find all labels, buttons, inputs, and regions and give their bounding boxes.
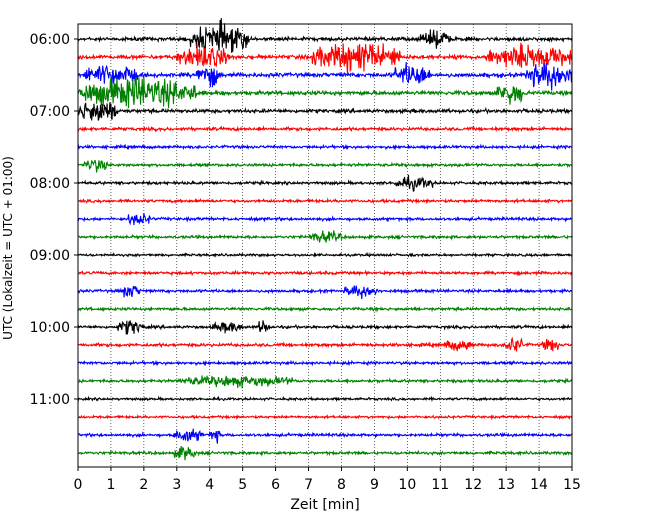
y-tick-labels: 06:00 07:00 08:00 09:00 10:00 11:00 [30, 32, 70, 408]
y-tick-label: 08:00 [30, 176, 70, 192]
x-tick-label: 14 [530, 477, 548, 493]
trace-0730 [77, 143, 573, 151]
x-tick-labels: 0 1 2 3 4 5 6 7 8 9 10 11 12 13 14 15 [74, 477, 581, 493]
x-tick-label: 1 [106, 477, 115, 493]
trace-1130 [77, 428, 573, 444]
x-tick-label: 12 [464, 477, 482, 493]
trace-0845 [77, 230, 573, 243]
y-tick-label: 11:00 [30, 392, 70, 408]
y-tick-label: 07:00 [30, 104, 70, 120]
trace-0630 [77, 62, 573, 91]
trace-1015 [77, 336, 573, 352]
trace-1100 [77, 395, 573, 403]
trace-0900 [77, 251, 573, 258]
y-axis-label: UTC (Lokalzeit = UTC + 01:00) [1, 156, 15, 340]
plot-frame [77, 23, 573, 468]
x-tick-label: 7 [304, 477, 313, 493]
x-tick-label: 10 [398, 477, 416, 493]
trace-0930 [77, 285, 573, 300]
trace-layer [77, 17, 573, 461]
trace-1115 [77, 413, 573, 421]
axes [74, 23, 573, 471]
trace-0945 [77, 305, 573, 313]
trace-0700 [77, 102, 573, 121]
x-tick-label: 0 [74, 477, 83, 493]
y-tick-label: 10:00 [30, 320, 70, 336]
trace-1145 [77, 445, 573, 461]
x-tick-label: 13 [497, 477, 515, 493]
trace-0715 [77, 125, 573, 133]
x-tick-label: 2 [139, 477, 148, 493]
trace-0600 [77, 17, 573, 53]
trace-0815 [77, 197, 573, 205]
x-tick-label: 9 [370, 477, 379, 493]
trace-1000 [77, 320, 573, 335]
trace-0915 [77, 269, 573, 277]
vertical-grid [110, 24, 540, 467]
trace-0745 [77, 160, 573, 173]
x-tick-label: 15 [563, 477, 581, 493]
x-tick-label: 6 [271, 477, 280, 493]
x-tick-label: 11 [431, 477, 449, 493]
trace-1045 [77, 375, 573, 389]
y-tick-label: 06:00 [30, 32, 70, 48]
trace-1030 [77, 359, 573, 367]
x-tick-label: 8 [337, 477, 346, 493]
trace-0615 [77, 42, 573, 75]
x-tick-label: 4 [205, 477, 214, 493]
trace-0800 [77, 174, 573, 193]
trace-0830 [77, 212, 573, 226]
y-tick-label: 09:00 [30, 248, 70, 264]
x-axis-label: Zeit [min] [290, 497, 359, 513]
trace-0645 [77, 76, 573, 109]
x-tick-label: 5 [238, 477, 247, 493]
x-tick-label: 3 [172, 477, 181, 493]
